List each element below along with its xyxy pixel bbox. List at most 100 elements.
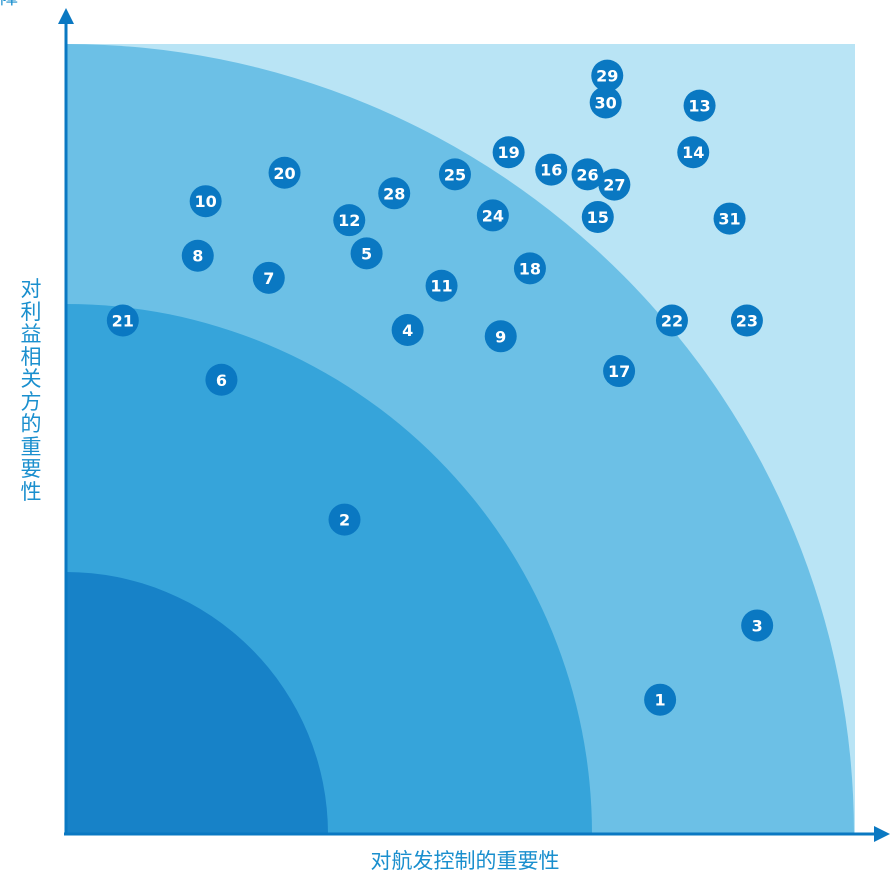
axes: [58, 8, 890, 842]
point-12: 12: [333, 204, 366, 237]
point-label: 15: [587, 208, 609, 227]
point-label: 5: [361, 244, 372, 263]
point-9: 9: [484, 320, 517, 353]
point-label: 11: [430, 277, 452, 296]
point-label: 1: [655, 691, 666, 710]
point-7: 7: [252, 261, 285, 294]
point-19: 19: [492, 136, 525, 169]
point-29: 29: [591, 59, 624, 92]
point-label: 19: [497, 143, 519, 162]
point-marker: [535, 153, 568, 186]
point-16: 16: [535, 153, 568, 186]
point-label: 9: [495, 327, 506, 346]
point-marker: [683, 89, 716, 122]
point-label: 29: [596, 67, 618, 86]
point-25: 25: [438, 158, 471, 191]
point-marker: [492, 136, 525, 169]
point-1: 1: [644, 683, 677, 716]
point-marker: [181, 239, 214, 272]
point-marker: [655, 304, 688, 337]
point-label: 3: [752, 616, 763, 635]
point-label: 18: [519, 259, 541, 278]
point-4: 4: [391, 313, 424, 346]
point-marker: [603, 355, 636, 388]
point-label: 12: [338, 211, 360, 230]
point-15: 15: [581, 201, 614, 234]
point-21: 21: [106, 304, 139, 337]
point-marker: [328, 503, 361, 536]
point-label: 30: [595, 93, 617, 112]
point-label: 24: [482, 206, 504, 225]
point-8: 8: [181, 239, 214, 272]
point-13: 13: [683, 89, 716, 122]
point-14: 14: [677, 136, 710, 169]
point-26: 26: [571, 158, 604, 191]
point-marker: [252, 261, 285, 294]
point-marker: [589, 86, 622, 119]
point-6: 6: [205, 363, 238, 396]
x-axis-label: 对航发控制的重要性: [370, 849, 560, 873]
point-label: 23: [736, 312, 758, 331]
point-31: 31: [713, 202, 746, 235]
point-label: 13: [688, 97, 710, 116]
point-23: 23: [730, 304, 763, 337]
point-17: 17: [603, 355, 636, 388]
point-label: 25: [444, 165, 466, 184]
x-axis-arrow: [874, 826, 890, 842]
point-10: 10: [189, 185, 222, 218]
point-marker: [730, 304, 763, 337]
point-label: 21: [112, 312, 134, 331]
y-axis-label: 对利益相关方的重要性: [20, 277, 42, 504]
point-label: 17: [608, 362, 630, 381]
point-30: 30: [589, 86, 622, 119]
point-marker: [391, 313, 424, 346]
point-label: 20: [273, 164, 295, 183]
point-marker: [268, 156, 301, 189]
point-label: 31: [718, 210, 740, 229]
point-27: 27: [598, 168, 631, 201]
point-marker: [350, 237, 383, 270]
point-marker: [189, 185, 222, 218]
point-22: 22: [655, 304, 688, 337]
point-label: 6: [216, 371, 227, 390]
point-marker: [513, 252, 546, 285]
point-marker: [378, 177, 411, 210]
point-marker: [438, 158, 471, 191]
zone-inner: [66, 572, 328, 834]
point-marker: [333, 204, 366, 237]
point-label: 8: [192, 247, 203, 266]
point-marker: [571, 158, 604, 191]
point-label: 4: [402, 321, 413, 340]
point-label: 2: [339, 511, 350, 530]
point-marker: [591, 59, 624, 92]
point-marker: [106, 304, 139, 337]
point-marker: [484, 320, 517, 353]
point-28: 28: [378, 177, 411, 210]
point-marker: [741, 609, 774, 642]
point-3: 3: [741, 609, 774, 642]
point-marker: [644, 683, 677, 716]
point-label: 10: [195, 192, 217, 211]
point-marker: [713, 202, 746, 235]
point-24: 24: [476, 199, 509, 232]
point-label: 27: [603, 176, 625, 195]
point-label: 22: [661, 312, 683, 331]
point-marker: [598, 168, 631, 201]
point-marker: [677, 136, 710, 169]
top-text-fragment: 障: [0, 0, 34, 8]
point-marker: [425, 269, 458, 302]
point-marker: [205, 363, 238, 396]
point-label: 7: [263, 269, 274, 288]
point-marker: [476, 199, 509, 232]
point-18: 18: [513, 252, 546, 285]
point-5: 5: [350, 237, 383, 270]
point-label: 26: [576, 165, 598, 184]
point-label: 28: [383, 184, 405, 203]
point-label: 16: [540, 161, 562, 180]
point-2: 2: [328, 503, 361, 536]
point-marker: [581, 201, 614, 234]
point-label: 14: [682, 143, 704, 162]
y-axis-arrow: [58, 8, 74, 24]
